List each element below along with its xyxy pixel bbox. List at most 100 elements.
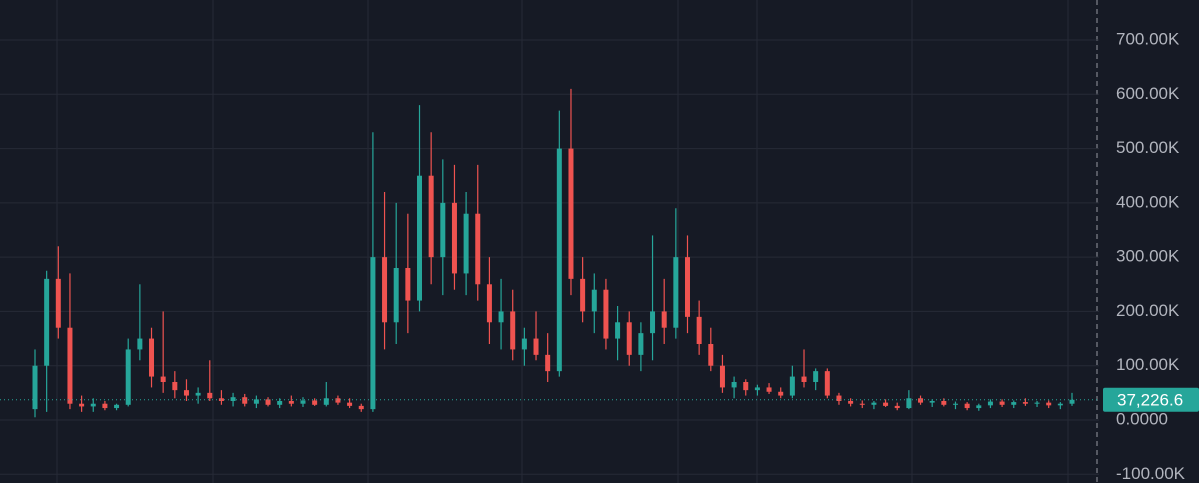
candle-body	[486, 284, 492, 323]
candle-body	[987, 401, 993, 406]
candle-body	[696, 316, 702, 344]
candle-body	[242, 397, 248, 404]
candle-body	[417, 175, 423, 301]
y-tick-label: 0.0000	[1116, 409, 1168, 428]
candle-body	[55, 278, 61, 328]
candle-body	[288, 400, 294, 404]
candle-body	[125, 349, 131, 405]
candle-body	[44, 278, 50, 366]
candle-body	[754, 387, 760, 391]
candle-body	[929, 400, 935, 403]
candle-body	[335, 398, 341, 403]
candle-body	[626, 322, 632, 355]
candle-body	[615, 322, 621, 339]
candle-body	[871, 402, 877, 405]
candle-body	[137, 338, 143, 350]
candle-body	[894, 405, 900, 409]
candle-body	[708, 343, 714, 366]
candle-body	[393, 267, 399, 323]
candle-body	[230, 397, 236, 401]
candle-body	[102, 403, 108, 409]
candle-body	[172, 381, 178, 391]
candle-body	[813, 371, 819, 382]
candle-body	[277, 400, 283, 405]
candle-body	[766, 387, 772, 392]
y-tick-label: 700.00K	[1116, 29, 1180, 48]
candle-body	[207, 392, 213, 399]
candle-body	[999, 401, 1005, 405]
candle-body	[405, 267, 411, 301]
candle-body	[521, 338, 527, 350]
candle-body	[650, 311, 656, 334]
y-tick-label: -100.00K	[1116, 464, 1186, 483]
candle-body	[603, 289, 609, 339]
candle-body	[498, 311, 504, 323]
candle-body	[789, 376, 795, 396]
candle-body	[160, 376, 166, 382]
candle-body	[440, 202, 446, 258]
candle-body	[510, 311, 516, 350]
candle-body	[463, 213, 469, 274]
candle-body	[1034, 402, 1040, 404]
candle-body	[836, 395, 842, 401]
candle-body	[149, 338, 155, 377]
candle-body	[638, 333, 644, 355]
candle-body	[719, 365, 725, 388]
candle-body	[848, 400, 854, 404]
candle-body	[90, 403, 96, 407]
candle-body	[265, 399, 271, 405]
candle-body	[673, 257, 679, 328]
candle-body	[67, 327, 73, 404]
candle-body	[382, 257, 388, 323]
candle-body	[1011, 402, 1017, 405]
candle-body	[964, 403, 970, 409]
candle-body	[370, 257, 376, 410]
candle-body	[1022, 402, 1028, 404]
candle-body	[347, 402, 353, 406]
candle-body	[32, 365, 38, 410]
y-tick-label: 200.00K	[1116, 301, 1180, 320]
candle-body	[591, 289, 597, 312]
candle-body	[568, 148, 574, 279]
vertical-grid	[56, 0, 1069, 483]
y-tick-label: 100.00K	[1116, 355, 1180, 374]
candle-body	[533, 338, 539, 355]
candle-body	[661, 311, 667, 328]
candle-body	[941, 400, 947, 405]
candle-body	[801, 376, 807, 382]
candle-body	[253, 399, 259, 404]
candle-body	[743, 381, 749, 391]
candle-body	[428, 175, 434, 258]
candle-body	[731, 381, 737, 388]
candle-body	[183, 390, 189, 396]
y-tick-label: 400.00K	[1116, 192, 1180, 211]
y-tick-label: 300.00K	[1116, 247, 1180, 266]
last-price-box	[1103, 387, 1199, 412]
candle-body	[79, 403, 85, 407]
candle-body	[824, 371, 830, 396]
candle-body	[323, 398, 329, 405]
candle-body	[451, 202, 457, 274]
candle-body	[1069, 399, 1075, 404]
candle-body	[1057, 403, 1063, 406]
candle-body	[300, 400, 306, 404]
candle-body	[475, 213, 481, 285]
candle-body	[218, 398, 224, 401]
candle-body	[859, 403, 865, 405]
last-price-label: 37,226.6	[1117, 390, 1183, 409]
candle-body	[906, 398, 912, 409]
candle-body	[918, 398, 924, 403]
candle-body	[684, 257, 690, 317]
candle-body	[556, 148, 562, 372]
candle-body	[1046, 402, 1052, 406]
candle-body	[114, 404, 120, 409]
candle-body	[778, 391, 784, 396]
y-tick-label: 500.00K	[1116, 138, 1180, 157]
y-tick-label: 600.00K	[1116, 84, 1180, 103]
candle-body	[952, 403, 958, 405]
candle-body	[545, 354, 551, 372]
candle-body	[580, 278, 586, 312]
candle-body	[312, 400, 318, 405]
candle-body	[976, 405, 982, 409]
